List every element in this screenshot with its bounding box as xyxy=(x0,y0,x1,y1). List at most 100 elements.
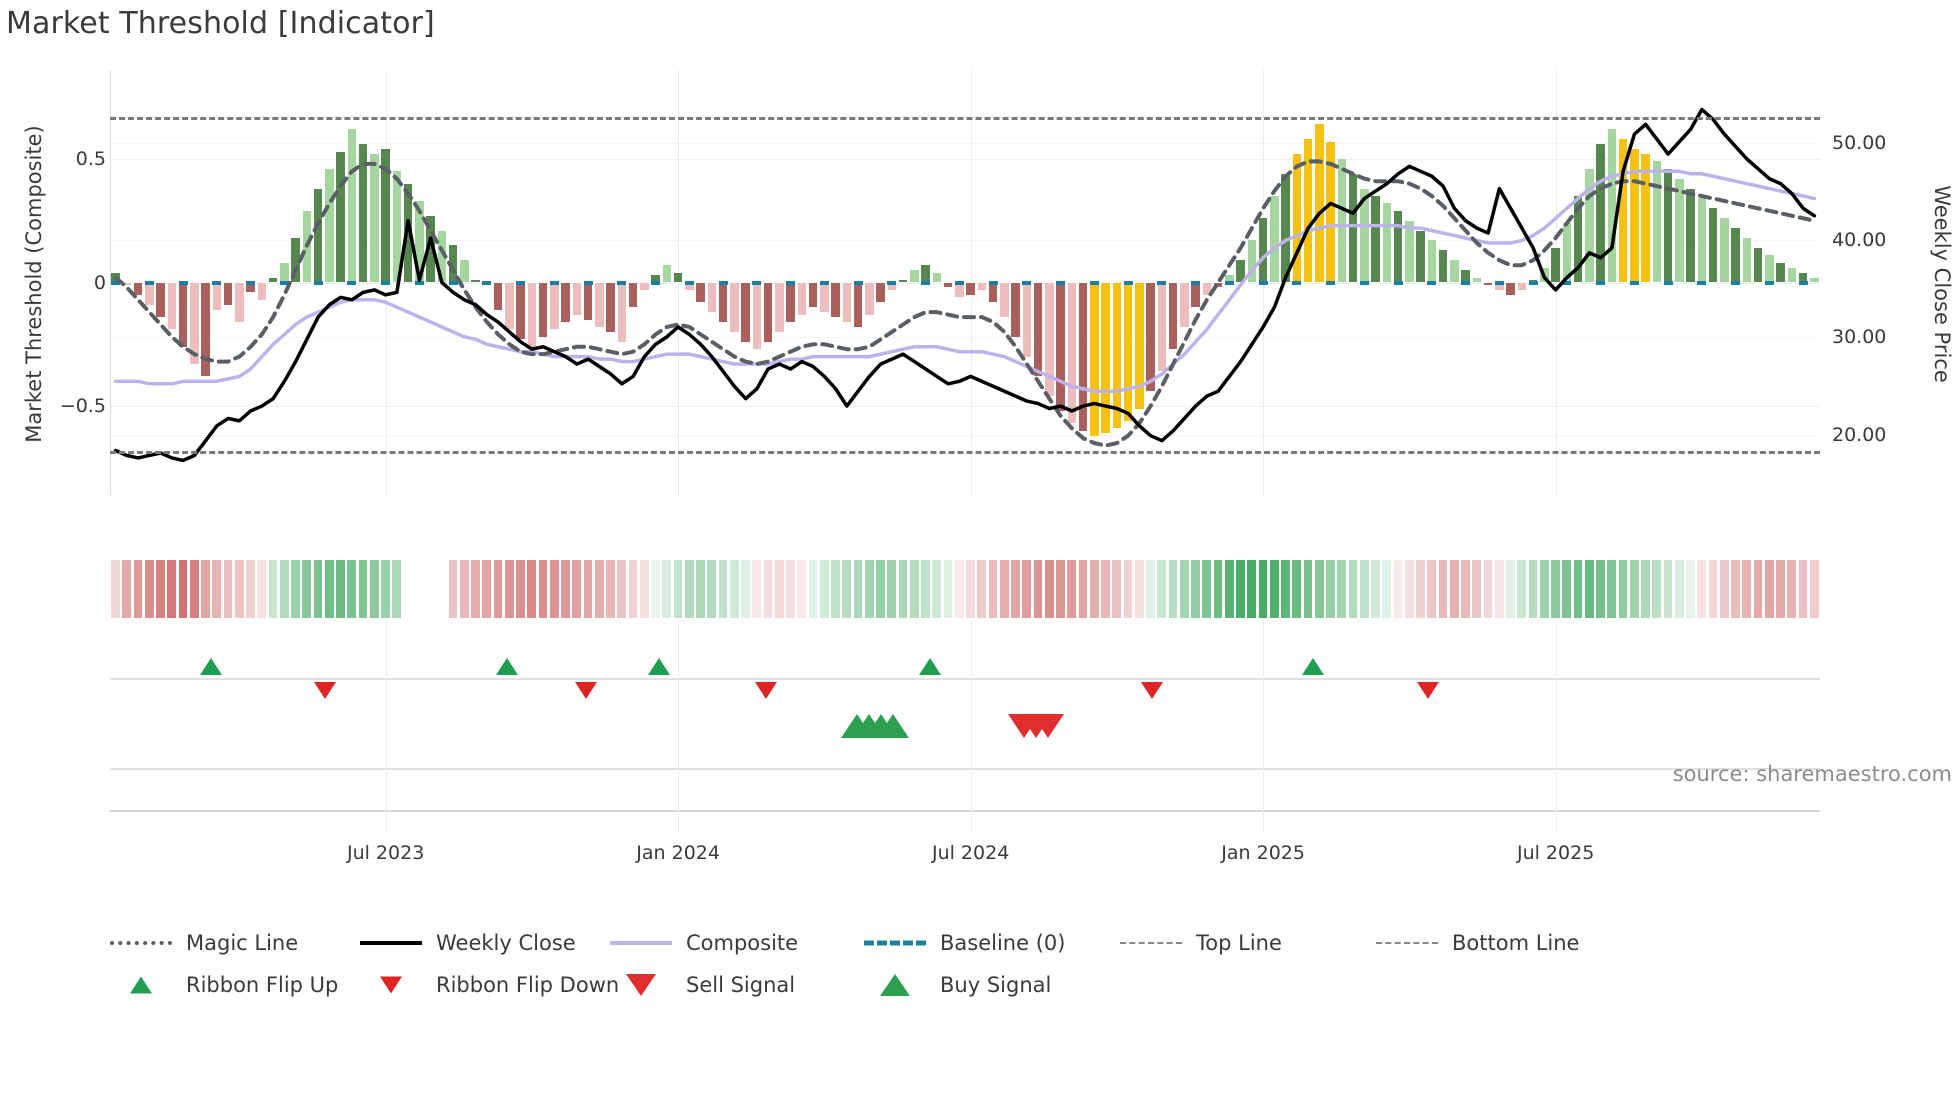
signal-rule-2 xyxy=(110,810,1820,812)
legend-item[interactable]: Magic Line xyxy=(110,931,360,955)
histogram-bar xyxy=(246,282,255,293)
ribbon-cell xyxy=(1303,560,1313,618)
histogram-bar xyxy=(1506,282,1515,295)
histogram-bar xyxy=(1348,173,1358,283)
baseline-dash xyxy=(313,280,323,285)
histogram-bar xyxy=(718,282,728,323)
ribbon-cell xyxy=(1247,560,1257,618)
top-line xyxy=(110,116,1820,120)
legend-item[interactable]: Ribbon Flip Down xyxy=(360,973,619,997)
ribbon-cell xyxy=(1798,560,1808,618)
histogram-bar xyxy=(1225,275,1234,283)
legend-item[interactable]: Buy Signal xyxy=(864,973,1120,997)
histogram-bar xyxy=(1731,228,1740,283)
baseline-dash xyxy=(1393,280,1403,285)
ribbon-cell xyxy=(1314,560,1324,618)
ribbon-cell xyxy=(876,560,885,618)
legend-item[interactable]: Weekly Close xyxy=(360,931,610,955)
legend-item[interactable]: Top Line xyxy=(1120,931,1376,955)
baseline-dash xyxy=(1494,280,1504,285)
ribbon-cell xyxy=(662,560,672,618)
histogram-bar xyxy=(178,282,188,347)
histogram-bar xyxy=(1585,168,1594,283)
histogram-bar xyxy=(1686,188,1695,283)
legend-label: Sell Signal xyxy=(686,973,796,997)
baseline-dash xyxy=(684,280,694,285)
baseline-dash xyxy=(516,280,526,285)
histogram-bar xyxy=(628,282,638,308)
right-tick-label: 50.00 xyxy=(1832,131,1887,154)
ribbon-cell xyxy=(617,560,627,618)
ribbon-cell xyxy=(583,560,593,618)
signal-rule-0 xyxy=(110,678,1820,680)
ribbon-cell xyxy=(718,560,728,618)
histogram-bar xyxy=(887,282,897,290)
histogram-bar xyxy=(865,282,874,315)
baseline-dash xyxy=(583,280,593,285)
histogram-bar xyxy=(606,282,615,332)
histogram-bar xyxy=(1213,282,1223,288)
ribbon-cell xyxy=(358,560,368,618)
weekly-close-line xyxy=(113,107,1817,463)
baseline-dash xyxy=(718,280,728,285)
histogram-bar xyxy=(763,282,773,342)
histogram-bar xyxy=(1787,267,1797,283)
baseline-dash xyxy=(1528,280,1538,285)
histogram-bar xyxy=(448,245,458,283)
ribbon-cell xyxy=(651,560,660,618)
histogram-bar xyxy=(1607,129,1617,283)
baseline-dash xyxy=(1056,280,1066,285)
histogram-bar xyxy=(493,282,503,310)
legend-label: Baseline (0) xyxy=(940,931,1066,955)
ribbon-cell xyxy=(741,560,750,618)
gridline-price-0 xyxy=(110,142,1820,144)
ribbon-cell xyxy=(538,560,548,618)
signal-gridline-1 xyxy=(678,620,680,832)
histogram-bar xyxy=(741,282,750,342)
histogram-bar xyxy=(1810,277,1819,283)
histogram-bar xyxy=(1618,139,1628,283)
ribbon-cell xyxy=(471,560,480,618)
ribbon-cell xyxy=(1629,560,1639,618)
signal-gridline-2 xyxy=(970,620,972,832)
legend-item[interactable]: Baseline (0) xyxy=(864,931,1120,955)
ribbon-cell xyxy=(189,560,199,618)
triangle-up-icon xyxy=(864,974,926,996)
histogram-bar xyxy=(685,282,694,290)
gridline-v-1 xyxy=(678,70,680,495)
baseline-dash xyxy=(1764,280,1774,285)
ribbon-cell xyxy=(212,560,222,618)
legend-item[interactable]: Composite xyxy=(610,931,864,955)
baseline-dash xyxy=(1663,280,1673,285)
left-tick-label: −0.5 xyxy=(59,395,106,418)
legend-item[interactable]: Sell Signal xyxy=(610,973,864,997)
legend-item[interactable]: Bottom Line xyxy=(1376,931,1636,955)
ribbon-cell xyxy=(234,560,244,618)
ribbon-cell xyxy=(313,560,323,618)
signal-panel xyxy=(110,620,1820,832)
ribbon-cell xyxy=(1551,560,1560,618)
legend-label: Magic Line xyxy=(186,931,299,955)
bottom-line xyxy=(110,450,1820,454)
legend-item[interactable]: Ribbon Flip Up xyxy=(110,973,360,997)
histogram-bar xyxy=(145,282,154,305)
ribbon-cell xyxy=(909,560,919,618)
histogram-bar xyxy=(1236,260,1245,283)
ribbon-cell xyxy=(988,560,998,618)
ribbon-cell xyxy=(932,560,942,618)
ribbon-cell xyxy=(1584,560,1594,618)
ribbon-cell xyxy=(482,560,492,618)
histogram-bar xyxy=(696,282,705,303)
ribbon-cell xyxy=(527,560,537,618)
baseline-dash xyxy=(1461,280,1471,285)
ribbon-cell xyxy=(1269,560,1279,618)
ribbon-cell xyxy=(167,560,177,618)
baseline-dash xyxy=(212,280,222,285)
ribbon-cell xyxy=(898,560,908,618)
ribbon-cell xyxy=(1652,560,1662,618)
histogram-bar xyxy=(235,282,244,323)
histogram-bar xyxy=(572,282,582,315)
ribbon-cell xyxy=(684,560,694,618)
histogram-bar xyxy=(1078,282,1088,431)
